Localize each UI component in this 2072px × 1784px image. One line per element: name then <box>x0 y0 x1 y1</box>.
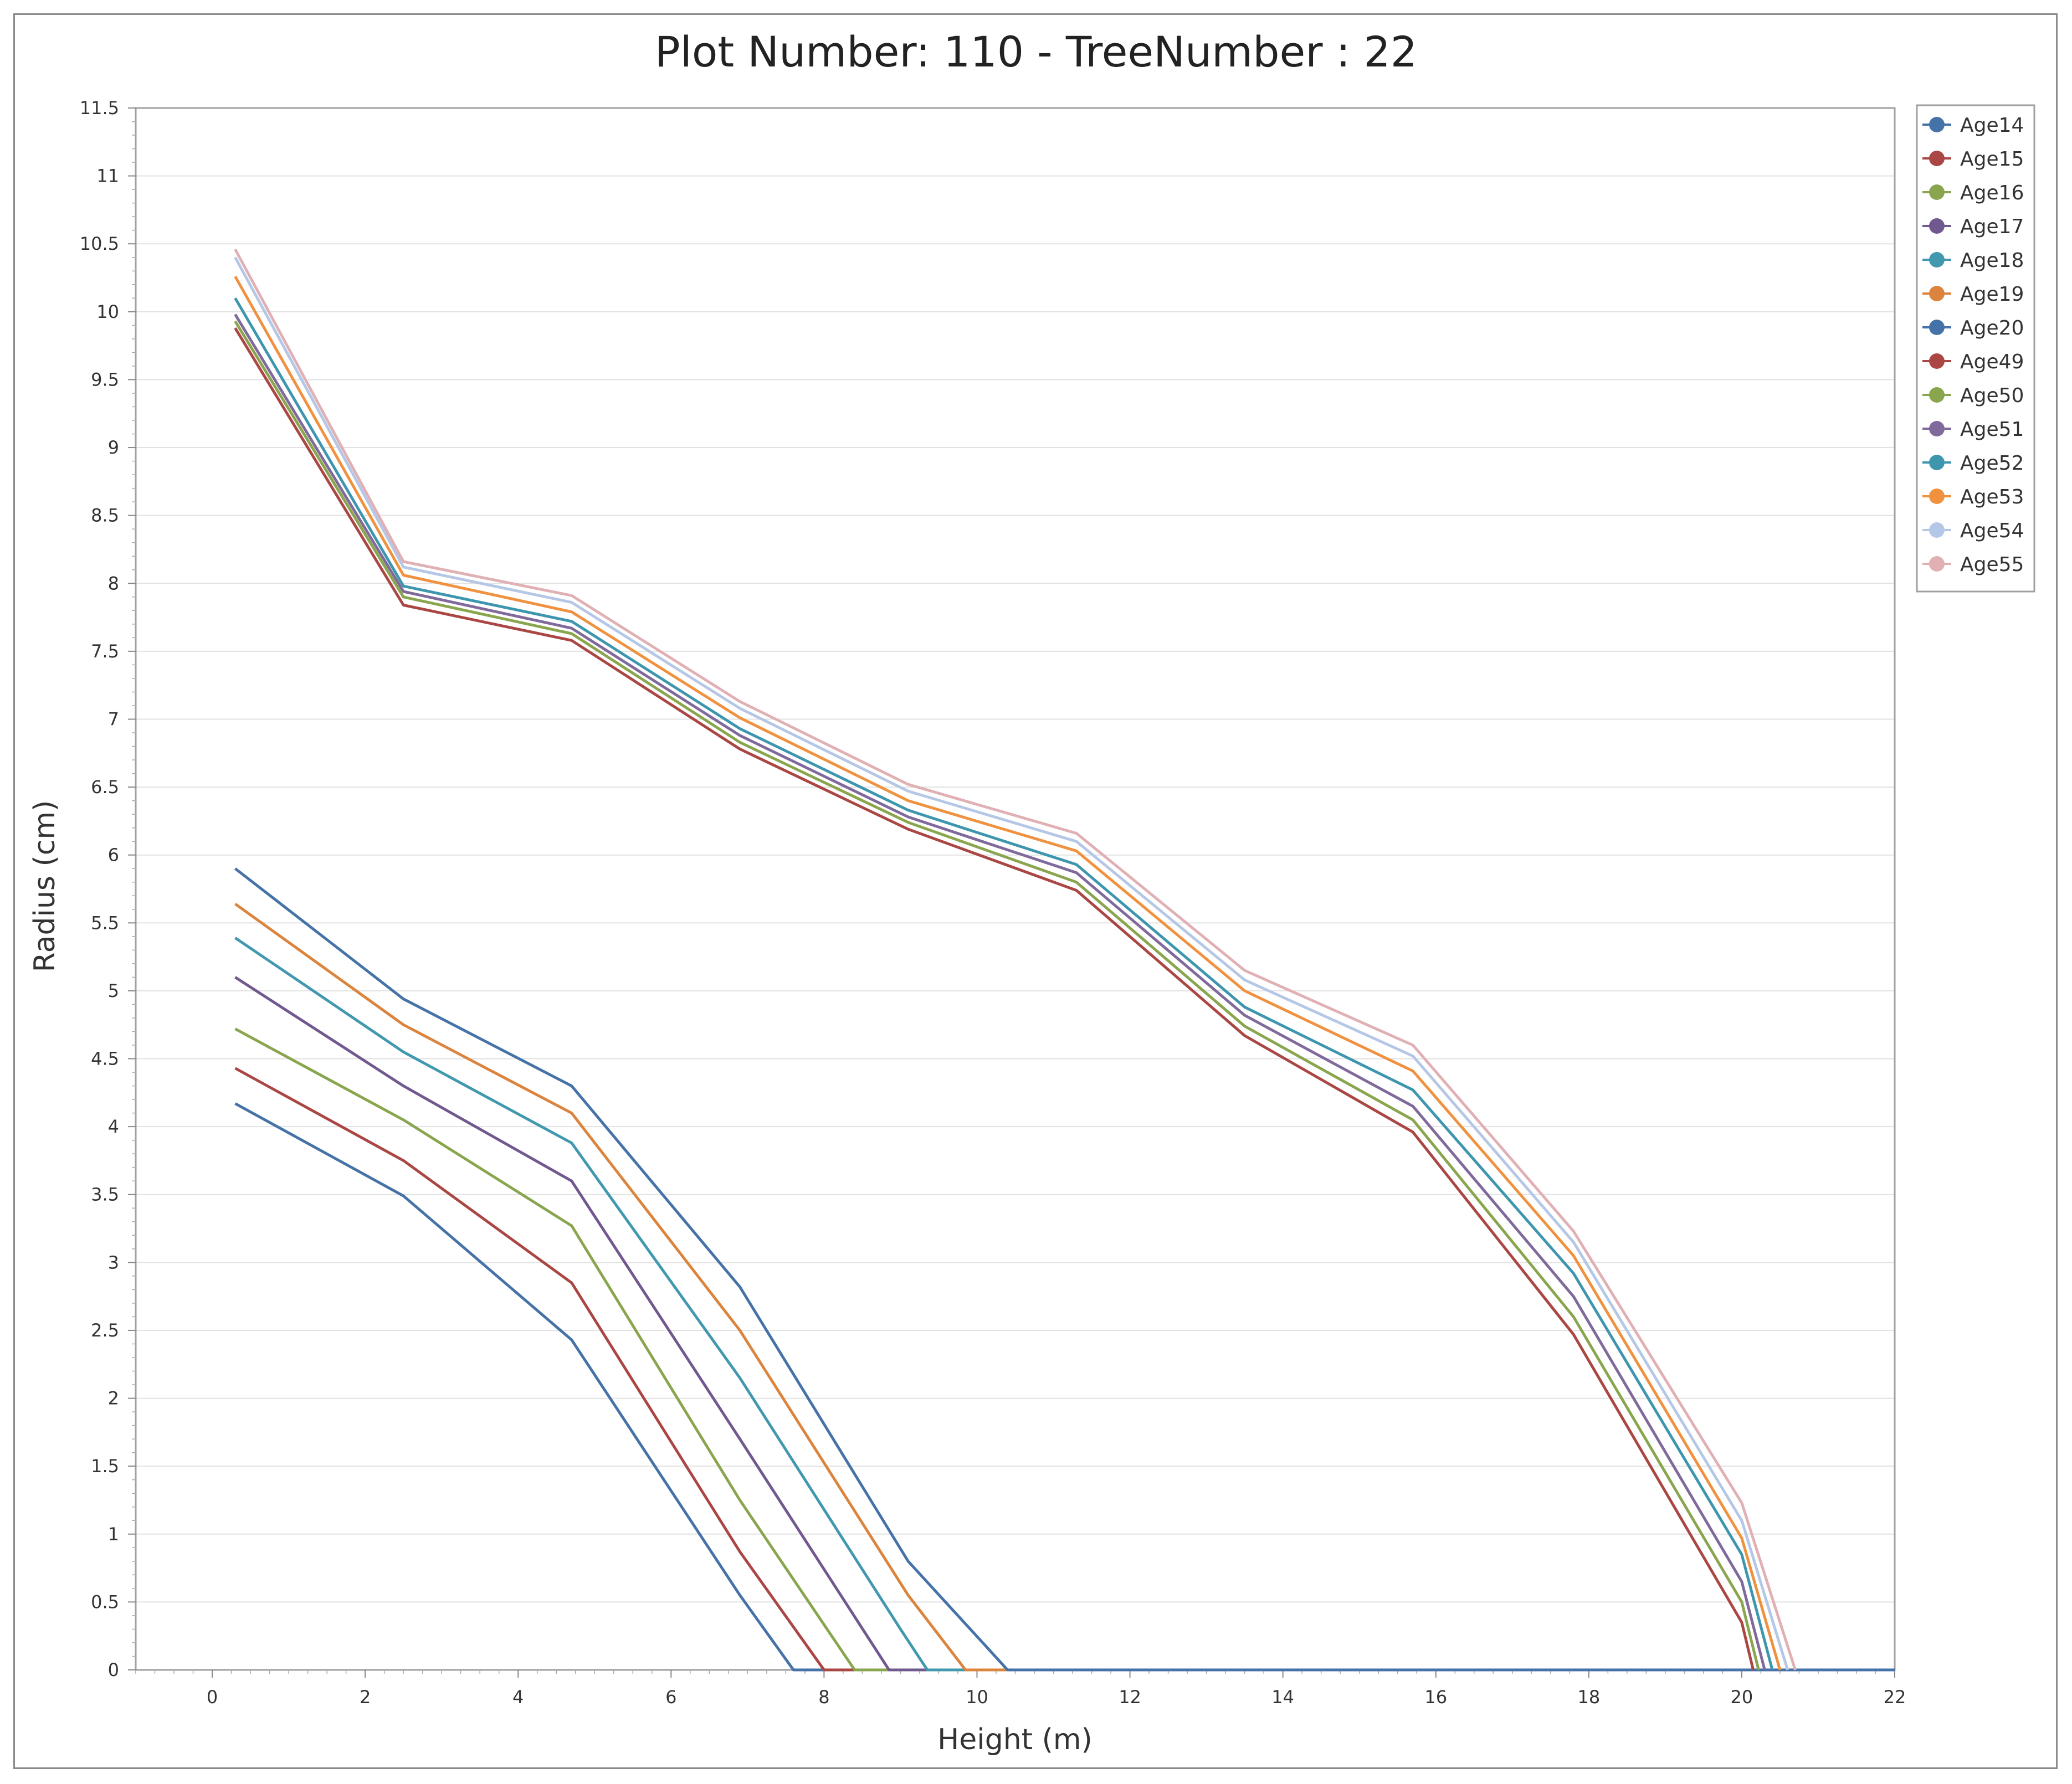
legend-label: Age14 <box>1960 114 2024 137</box>
legend-marker <box>1929 353 1945 369</box>
legend-label: Age51 <box>1960 418 2024 441</box>
legend-label: Age55 <box>1960 553 2024 576</box>
x-tick-label: 2 <box>360 1687 371 1708</box>
y-tick-label: 11.5 <box>80 97 119 119</box>
series-line-age53 <box>234 275 1782 1670</box>
legend-marker <box>1929 252 1945 268</box>
x-tick-label: 14 <box>1271 1687 1294 1708</box>
y-axis-title: Radius (cm) <box>28 800 61 973</box>
x-tick-label: 6 <box>665 1687 676 1708</box>
legend-marker <box>1929 320 1945 335</box>
series-line-age51 <box>234 313 1766 1670</box>
legend-box <box>1916 104 2035 593</box>
x-tick-label: 18 <box>1577 1687 1600 1708</box>
x-tick-label: 22 <box>1884 1687 1906 1708</box>
legend-marker <box>1929 455 1945 470</box>
series-line-age50 <box>234 320 1760 1670</box>
y-tick-label: 7.5 <box>91 641 119 662</box>
x-tick-label: 12 <box>1119 1687 1141 1708</box>
x-tick-label: 10 <box>966 1687 988 1708</box>
series-line-age17 <box>234 976 1895 1672</box>
y-tick-label: 11 <box>96 166 119 187</box>
legend-label: Age18 <box>1960 249 2024 272</box>
series-line-age18 <box>234 937 1895 1672</box>
legend-marker <box>1929 387 1945 403</box>
legend-marker <box>1929 117 1945 132</box>
x-tick-label: 8 <box>818 1687 829 1708</box>
legend-label: Age19 <box>1960 283 2024 306</box>
y-tick-label: 6.5 <box>91 777 119 798</box>
plot-area <box>135 107 1896 1671</box>
y-tick-label: 10 <box>96 301 119 322</box>
legend-marker <box>1929 151 1945 166</box>
legend-marker <box>1929 556 1945 572</box>
y-tick-label: 1 <box>108 1524 119 1545</box>
y-tick-label: 7 <box>108 708 119 729</box>
legend-marker <box>1929 489 1945 504</box>
y-tick-label: 6 <box>108 845 119 866</box>
series-line-age55 <box>234 248 1797 1670</box>
legend-label: Age54 <box>1960 520 2024 542</box>
y-tick-label: 4.5 <box>91 1048 119 1070</box>
y-tick-label: 4 <box>108 1116 119 1137</box>
y-tick-label: 9 <box>108 437 119 458</box>
legend-label: Age16 <box>1960 182 2024 204</box>
y-tick-label: 3 <box>108 1252 119 1273</box>
y-tick-label: 0.5 <box>91 1591 119 1612</box>
y-tick-label: 5.5 <box>91 912 119 933</box>
x-axis: 0 2 4 6 8 10 12 14 16 18 20 22 <box>135 1670 1906 1708</box>
y-tick-label: 3.5 <box>91 1184 119 1205</box>
series-line-age49 <box>234 327 1755 1670</box>
x-tick-label: 0 <box>207 1687 218 1708</box>
legend-label: Age20 <box>1960 317 2024 340</box>
legend-label: Age53 <box>1960 486 2024 508</box>
legend-marker <box>1929 522 1945 538</box>
series-line-age14 <box>234 1102 1895 1672</box>
y-tick-label: 8 <box>108 573 119 594</box>
series-line-age20 <box>234 867 1895 1672</box>
legend-label: Age49 <box>1960 351 2024 373</box>
y-tick-label: 1.5 <box>91 1456 119 1477</box>
legend-marker <box>1929 286 1945 301</box>
series-line-age54 <box>234 256 1789 1670</box>
legend-label: Age15 <box>1960 148 2024 171</box>
series-line-age19 <box>234 902 1895 1672</box>
y-tick-label: 9.5 <box>91 369 119 390</box>
y-tick-label: 2 <box>108 1388 119 1409</box>
legend-marker <box>1929 184 1945 200</box>
legend-label: Age17 <box>1960 215 2024 238</box>
y-tick-label: 0 <box>108 1659 119 1680</box>
x-tick-label: 4 <box>512 1687 524 1708</box>
y-tick-label: 2.5 <box>91 1320 119 1341</box>
y-tick-label: 5 <box>108 980 119 1001</box>
x-tick-label: 16 <box>1424 1687 1447 1708</box>
legend: Age14 Age15 Age16 Age17 Age18 Age19 Age20 Age49… <box>1916 104 2035 593</box>
legend-label: Age50 <box>1960 384 2024 407</box>
grid-lines <box>136 107 1895 1603</box>
series-line-age15 <box>234 1067 1895 1672</box>
legend-marker <box>1929 218 1945 234</box>
chart-frame <box>13 13 2058 1769</box>
series-lines <box>234 248 1895 1672</box>
series-line-age52 <box>234 297 1774 1670</box>
legend-label: Age52 <box>1960 452 2024 475</box>
chart-title: Plot Number: 110 - TreeNumber : 22 <box>655 27 1417 76</box>
legend-marker <box>1929 421 1945 436</box>
x-tick-label: 20 <box>1731 1687 1753 1708</box>
y-tick-label: 10.5 <box>80 233 119 254</box>
y-tick-label: 8.5 <box>91 505 119 526</box>
x-axis-title: Height (m) <box>937 1723 1093 1756</box>
y-axis: 00.511.522.533.544.555.566.577.588.599.5… <box>80 97 136 1680</box>
